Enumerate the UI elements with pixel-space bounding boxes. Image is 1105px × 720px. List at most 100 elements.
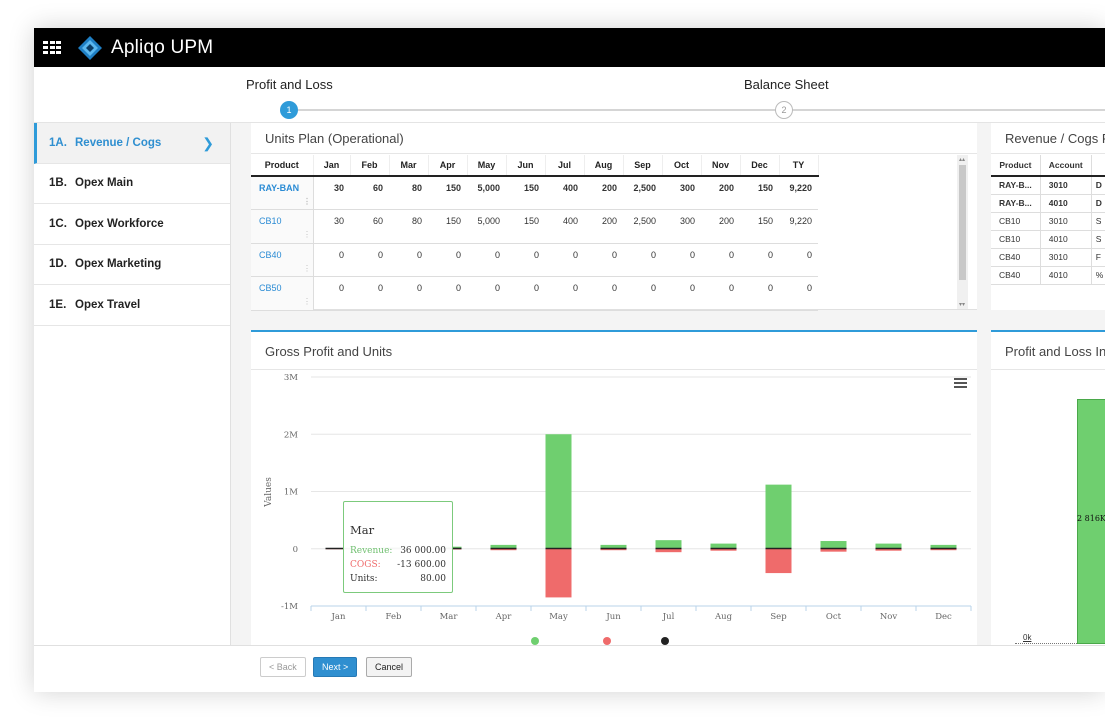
table-cell[interactable]: 0 [313, 243, 350, 277]
table-cell[interactable]: 4010 [1040, 194, 1092, 213]
product-link[interactable]: CB50 ⋮ [251, 276, 314, 311]
table-cell[interactable]: 0 [428, 243, 467, 277]
table-cell[interactable]: 0 [584, 243, 623, 277]
table-cell[interactable]: 150 [428, 176, 467, 210]
table-cell[interactable]: 200 [584, 176, 623, 210]
table-cell[interactable]: 150 [506, 176, 545, 210]
table-cell[interactable]: 2,500 [623, 209, 662, 244]
table-cell[interactable]: 0 [389, 276, 428, 311]
column-header-month[interactable]: Sep [623, 155, 663, 177]
table-cell[interactable]: 200 [584, 209, 623, 244]
table-cell[interactable]: 0 [701, 243, 740, 277]
table-cell[interactable]: 150 [740, 209, 779, 244]
step-label-profit-loss[interactable]: Profit and Loss [246, 77, 333, 92]
sidebar-item-opex-marketing[interactable]: 1D. Opex Marketing [34, 245, 230, 285]
table-cell[interactable]: 0 [313, 276, 350, 311]
product-link[interactable]: CB10 ⋮ [251, 209, 314, 244]
table-cell[interactable]: 0 [779, 243, 818, 277]
sidebar-item-revenue-cogs[interactable]: 1A. Revenue / Cogs ❯ [34, 123, 230, 164]
table-cell[interactable]: D [1091, 194, 1105, 213]
row-menu-icon[interactable]: ⋮ [303, 263, 311, 273]
step-label-balance-sheet[interactable]: Balance Sheet [744, 77, 829, 92]
table-cell[interactable]: 4010 [1040, 266, 1092, 285]
column-header-month[interactable]: Mar [389, 155, 429, 177]
product-name[interactable]: CB40 [259, 249, 282, 260]
column-header[interactable]: Account [1040, 155, 1092, 177]
table-cell[interactable]: 30 [313, 176, 350, 210]
table-cell[interactable]: 0 [389, 243, 428, 277]
table-cell[interactable]: 400 [545, 176, 584, 210]
table-cell[interactable]: 0 [467, 276, 506, 311]
table-cell[interactable]: 0 [545, 243, 584, 277]
table-cell[interactable]: CB40 [991, 248, 1041, 267]
units-plan-scrollbar[interactable]: ▴▴ ▾▾ [957, 155, 968, 309]
table-cell[interactable]: S [1091, 230, 1105, 249]
table-cell[interactable]: 0 [506, 276, 545, 311]
row-menu-icon[interactable]: ⋮ [303, 230, 311, 239]
table-cell[interactable]: 5,000 [467, 209, 506, 244]
table-cell[interactable]: CB10 [991, 212, 1041, 231]
table-cell[interactable]: 200 [701, 209, 740, 244]
sidebar-item-opex-travel[interactable]: 1E. Opex Travel [34, 285, 230, 326]
step-2-indicator[interactable]: 2 [775, 101, 793, 119]
scroll-up-icon[interactable]: ▴▴ [959, 157, 966, 163]
table-cell[interactable]: 0 [779, 276, 818, 311]
table-cell[interactable]: 0 [506, 243, 545, 277]
table-cell[interactable]: 0 [740, 243, 779, 277]
table-cell[interactable]: 30 [313, 209, 350, 244]
sidebar-item-opex-workforce[interactable]: 1C. Opex Workforce [34, 204, 230, 245]
table-cell[interactable]: 400 [545, 209, 584, 244]
column-header-month[interactable]: Nov [701, 155, 741, 177]
product-name[interactable]: CB10 [259, 216, 282, 226]
column-header-month[interactable]: Jun [506, 155, 546, 177]
column-header-month[interactable]: Apr [428, 155, 468, 177]
table-cell[interactable]: 0 [350, 243, 389, 277]
back-button[interactable]: < Back [260, 657, 306, 677]
table-cell[interactable]: 150 [506, 209, 545, 244]
table-cell[interactable]: 200 [701, 176, 740, 210]
table-cell[interactable]: 80 [389, 176, 428, 210]
column-header-month[interactable]: Feb [350, 155, 390, 177]
scroll-down-icon[interactable]: ▾▾ [959, 302, 966, 308]
column-header-month[interactable]: Oct [662, 155, 702, 177]
row-menu-icon[interactable]: ⋮ [303, 297, 311, 306]
column-header-month[interactable]: May [467, 155, 507, 177]
product-name[interactable]: RAY-BAN [259, 183, 300, 193]
table-cell[interactable]: 0 [545, 276, 584, 311]
table-cell[interactable]: CB10 [991, 230, 1041, 249]
table-cell[interactable]: 0 [467, 243, 506, 277]
table-cell[interactable]: RAY-B... [991, 176, 1041, 195]
table-cell[interactable]: 60 [350, 176, 389, 210]
product-link[interactable]: CB40 ⋮ [251, 243, 314, 277]
table-cell[interactable]: 80 [389, 209, 428, 244]
table-cell[interactable]: % [1091, 266, 1105, 285]
table-cell[interactable]: 5,000 [467, 176, 506, 210]
table-cell[interactable]: 0 [350, 276, 389, 311]
table-cell[interactable]: S [1091, 212, 1105, 231]
table-cell[interactable]: D [1091, 176, 1105, 195]
table-cell[interactable]: 60 [350, 209, 389, 244]
table-cell[interactable]: 4010 [1040, 230, 1092, 249]
column-header[interactable]: Product [991, 155, 1041, 177]
column-header-month[interactable]: Dec [740, 155, 780, 177]
column-header-month[interactable]: Jul [545, 155, 585, 177]
table-cell[interactable]: CB40 [991, 266, 1041, 285]
table-cell[interactable]: 0 [740, 276, 779, 311]
app-grid-icon[interactable] [43, 40, 61, 55]
table-cell[interactable]: 0 [428, 276, 467, 311]
cancel-button[interactable]: Cancel [366, 657, 413, 677]
product-name[interactable]: CB50 [259, 283, 282, 293]
table-cell[interactable]: 150 [740, 176, 779, 210]
table-cell[interactable]: 0 [662, 243, 701, 277]
table-cell[interactable]: 300 [662, 176, 701, 210]
row-menu-icon[interactable]: ⋮ [303, 197, 311, 206]
next-button[interactable]: Next > [313, 657, 358, 677]
table-cell[interactable]: RAY-B... [991, 194, 1041, 213]
table-cell[interactable]: 9,220 [779, 176, 818, 210]
table-cell[interactable]: 9,220 [779, 209, 818, 244]
table-cell[interactable]: 2,500 [623, 176, 662, 210]
column-header-month[interactable]: Jan [313, 155, 351, 177]
table-cell[interactable]: F [1091, 248, 1105, 267]
table-cell[interactable]: 0 [662, 276, 701, 311]
step-1-indicator[interactable]: 1 [280, 101, 298, 119]
